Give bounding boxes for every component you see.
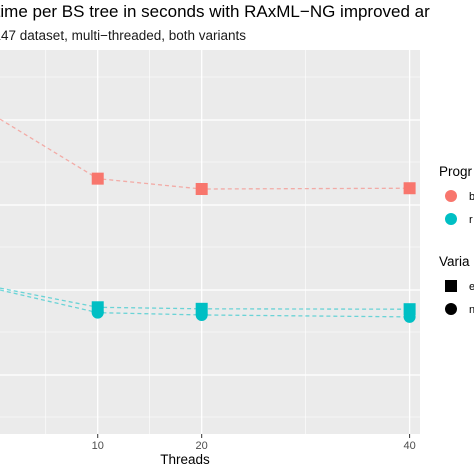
legend-title-0: Progr (439, 164, 473, 179)
legend-title-1: Varia (439, 254, 470, 269)
x-axis-title: Threads (160, 452, 210, 467)
legend: Progr br Varia en (439, 164, 474, 316)
series-lines (0, 118, 410, 318)
legend-label-0-0: b (469, 191, 474, 203)
x-tick-label-0: 10 (92, 440, 104, 452)
plot-panel (0, 50, 420, 434)
grid-lines (0, 50, 420, 434)
series-line-r-n (0, 289, 410, 318)
chart-title: age runtime per BS tree in seconds with … (0, 2, 430, 21)
legend-key-0-0 (445, 190, 457, 202)
chart-subtitle: 9147 dataset, multi−threaded, both varia… (0, 28, 246, 43)
point-r-n-20 (195, 308, 208, 321)
x-tick-label-2: 40 (403, 440, 415, 452)
point-r-n-10 (91, 306, 104, 319)
legend-key-0-1 (445, 213, 457, 225)
point-b-e-40 (403, 182, 416, 195)
x-axis-ticks: 10 20 40 (92, 434, 416, 452)
point-r-n-40 (403, 310, 416, 323)
legend-key-1-1 (445, 303, 457, 315)
x-tick-label-1: 20 (196, 440, 208, 452)
series-line-b-e (0, 118, 410, 190)
legend-label-1-0: e (469, 281, 474, 293)
point-b-e-10 (91, 172, 104, 185)
point-b-e-20 (195, 183, 208, 196)
legend-label-0-1: r (469, 214, 473, 226)
series-line-r-e (0, 287, 410, 310)
data-points (91, 172, 416, 323)
legend-key-1-0 (445, 280, 457, 292)
legend-label-1-1: n (469, 304, 474, 316)
